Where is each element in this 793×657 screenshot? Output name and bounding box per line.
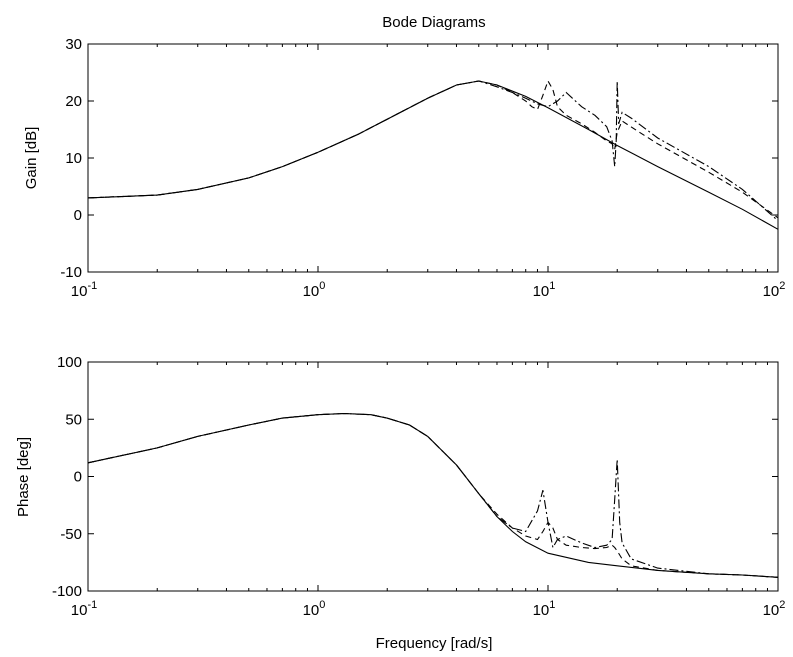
gain-ytick-label: 30 xyxy=(65,36,82,53)
phase-ytick-labels: -100 -50 0 50 100 xyxy=(52,354,82,600)
phase-axes-box xyxy=(87,361,779,592)
gain-xtick-label: 10-1 xyxy=(71,280,97,300)
gain-ytick-labels: -10 0 10 20 30 xyxy=(60,36,82,281)
gain-xtick-label: 100 xyxy=(303,280,326,300)
gain-xtick-labels: 10-1 100 101 102 xyxy=(71,280,786,300)
phase-ytick-label: 50 xyxy=(65,411,82,428)
gain-panel: -10 0 10 20 30 10-1 100 101 102 Gain [dB] xyxy=(23,36,785,300)
gain-xtick-label: 101 xyxy=(533,280,556,300)
phase-xlabel: Frequency [rad/s] xyxy=(376,635,493,652)
phase-series-dashdot xyxy=(87,412,779,578)
phase-xtick-label: 10-1 xyxy=(71,599,97,619)
phase-ytick-label: 100 xyxy=(57,354,82,371)
phase-xtick-labels: 10-1 100 101 102 xyxy=(71,599,786,619)
phase-xtick-label: 102 xyxy=(763,599,786,619)
phase-ticks xyxy=(87,361,779,592)
gain-ytick-label: 20 xyxy=(65,93,82,110)
phase-ytick-label: -50 xyxy=(60,526,82,543)
phase-xtick-label: 101 xyxy=(533,599,556,619)
gain-curves xyxy=(87,79,779,230)
gain-ytick-label: -10 xyxy=(60,264,82,281)
gain-ytick-label: 10 xyxy=(65,150,82,167)
gain-xtick-label: 102 xyxy=(763,280,786,300)
phase-curves xyxy=(87,412,779,578)
gain-axes-box xyxy=(87,43,779,273)
gain-ylabel: Gain [dB] xyxy=(23,127,40,190)
phase-ytick-label: -100 xyxy=(52,583,82,600)
phase-xtick-label: 100 xyxy=(303,599,326,619)
phase-ylabel: Phase [deg] xyxy=(15,437,32,517)
gain-ytick-label: 0 xyxy=(74,207,82,224)
phase-series-dashed xyxy=(87,412,779,578)
figure-title: Bode Diagrams xyxy=(382,14,485,31)
gain-series-dashed xyxy=(87,79,779,219)
gain-ticks xyxy=(87,43,779,273)
phase-ytick-label: 0 xyxy=(74,469,82,486)
